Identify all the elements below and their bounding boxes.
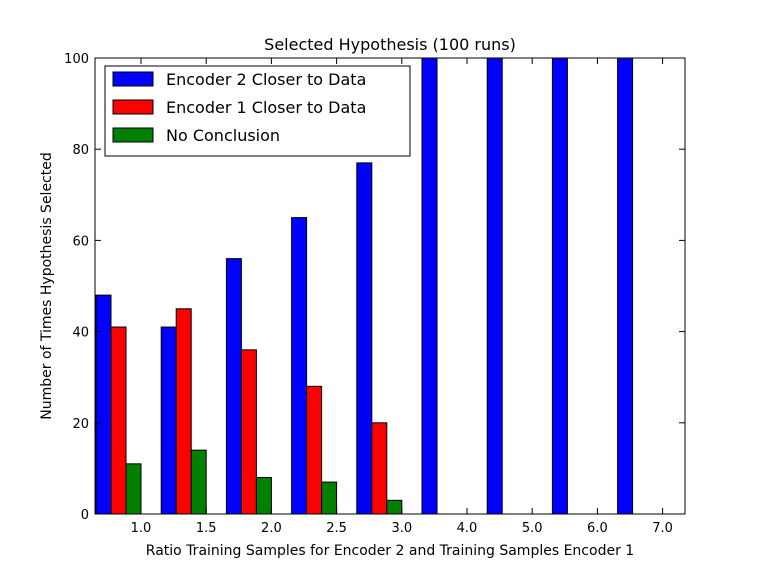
x-tick-label: 7.0	[652, 521, 673, 536]
bar-3-2.0	[255, 477, 272, 515]
legend-swatch	[112, 71, 154, 87]
bars-layer	[95, 57, 634, 515]
bar-2-1.0	[110, 326, 127, 515]
bar-2-2.0	[240, 349, 257, 515]
y-tick-label: 20	[72, 417, 89, 432]
y-tick-label: 80	[72, 143, 89, 158]
bar-1-4.0	[421, 57, 438, 515]
bar-1-1.0	[95, 294, 112, 515]
x-axis: 1.0 1.5 2.0 2.5 3.0 4.0 5.0 6.0 7.0	[131, 58, 673, 536]
bar-1-2.5	[291, 217, 308, 515]
bar-1-6.0	[551, 57, 568, 515]
x-tick-label: 3.0	[391, 521, 412, 536]
bar-3-2.5	[321, 481, 338, 515]
legend-label: No Conclusion	[166, 126, 280, 145]
bar-2-1.5	[175, 308, 192, 515]
x-tick-label: 6.0	[587, 521, 608, 536]
bar-3-1.0	[125, 463, 142, 515]
plot-frame	[94, 57, 686, 515]
bar-3-1.5	[190, 449, 207, 515]
bar-2-3.0	[371, 422, 388, 515]
chart-title: Selected Hypothesis (100 runs)	[264, 35, 516, 54]
x-tick-label: 1.0	[131, 521, 152, 536]
x-tick-label: 1.5	[196, 521, 217, 536]
x-axis-title: Ratio Training Samples for Encoder 2 and…	[146, 543, 634, 559]
legend: Encoder 2 Closer to Data Encoder 1 Closer…	[104, 65, 411, 157]
bar-3-3.0	[386, 499, 403, 515]
y-tick-label: 0	[81, 508, 89, 523]
legend-frame	[104, 65, 411, 157]
y-axis-title: Number of Times Hypothesis Selected	[39, 152, 55, 420]
bar-1-1.5	[160, 326, 177, 515]
bar-1-3.0	[356, 162, 373, 515]
legend-swatch	[112, 99, 154, 115]
legend-label: Encoder 1 Closer to Data	[166, 98, 366, 117]
bar-2-2.5	[306, 385, 323, 515]
x-tick-label: 2.5	[326, 521, 347, 536]
legend-swatch	[112, 127, 154, 143]
bar-1-5.0	[486, 57, 503, 515]
bar-1-7.0	[617, 57, 634, 515]
y-tick-label: 100	[64, 52, 89, 67]
legend-label: Encoder 2 Closer to Data	[166, 70, 366, 89]
x-tick-label: 2.0	[261, 521, 282, 536]
y-axis: 0 20 40 60 80 100	[64, 52, 685, 523]
bar-1-2.0	[225, 258, 242, 515]
y-tick-label: 40	[72, 326, 89, 341]
y-tick-label: 60	[72, 234, 89, 249]
x-tick-label: 4.0	[457, 521, 478, 536]
x-tick-label: 5.0	[522, 521, 543, 536]
